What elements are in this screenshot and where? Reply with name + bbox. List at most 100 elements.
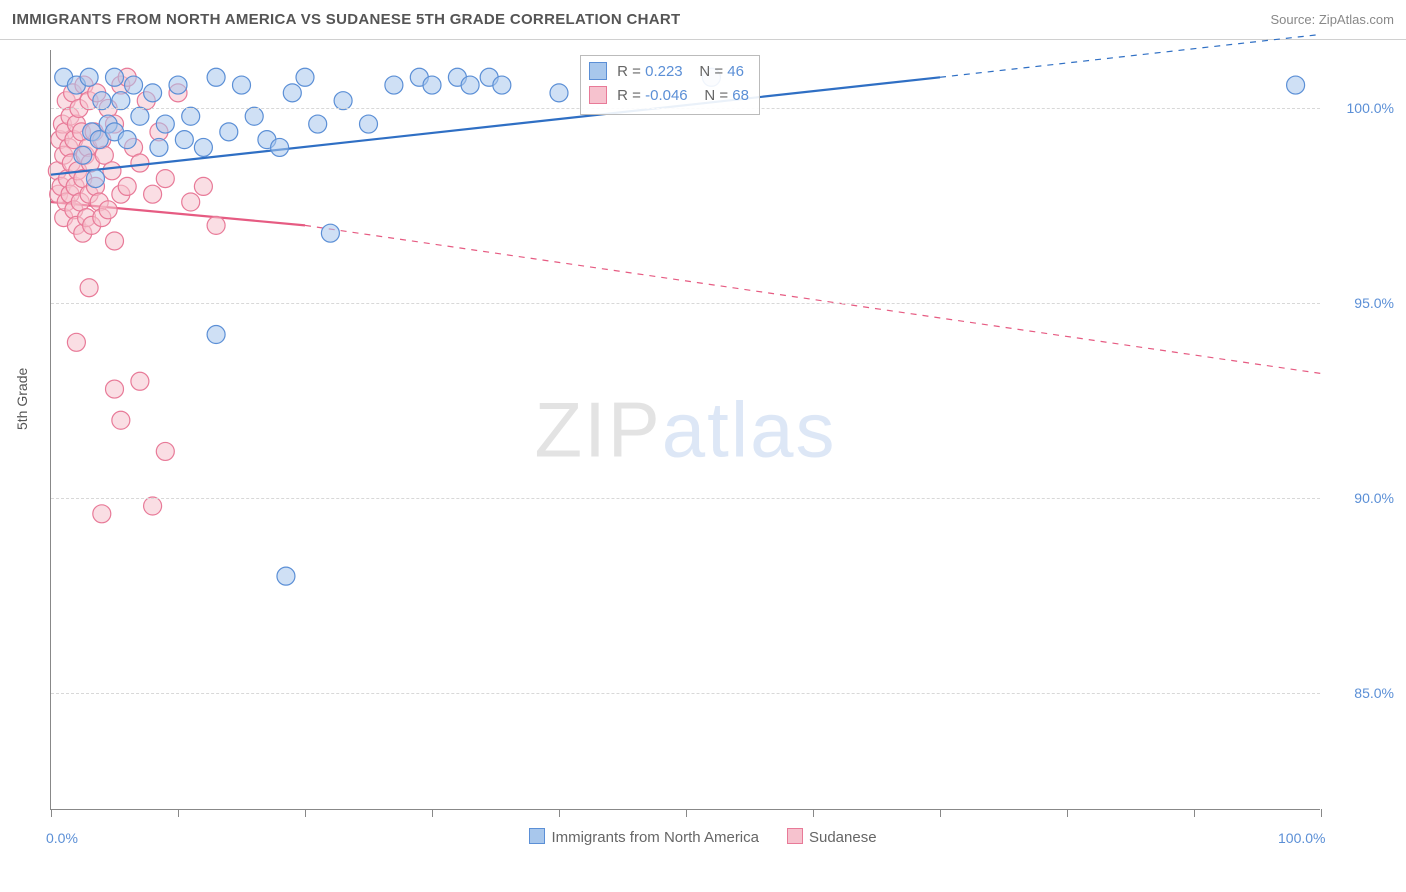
pink-data-point (106, 232, 124, 250)
stats-row-blue: R = 0.223 N = 46 (589, 60, 749, 84)
r-label: R = (617, 63, 645, 80)
r-label: R = (617, 87, 645, 104)
pink-data-point (103, 162, 121, 180)
blue-data-point (271, 138, 289, 156)
x-tick (1194, 809, 1195, 817)
blue-data-point (144, 84, 162, 102)
x-tick (305, 809, 306, 817)
blue-data-point (1287, 76, 1305, 94)
blue-data-point (86, 170, 104, 188)
blue-data-point (461, 76, 479, 94)
y-tick-label: 95.0% (1354, 295, 1394, 311)
blue-data-point (283, 84, 301, 102)
pink-data-point (144, 185, 162, 203)
x-tick-label: 0.0% (46, 830, 78, 846)
stats-row-pink: R = -0.046 N = 68 (589, 84, 749, 108)
pink-data-point (194, 177, 212, 195)
x-tick (178, 809, 179, 817)
blue-swatch-icon (529, 828, 545, 844)
blue-data-point (321, 224, 339, 242)
x-tick (813, 809, 814, 817)
y-axis-label: 5th Grade (14, 368, 30, 430)
blue-data-point (296, 68, 314, 86)
blue-data-point (125, 76, 143, 94)
blue-data-point (385, 76, 403, 94)
pink-swatch-icon (589, 86, 607, 104)
r-value-blue: 0.223 (645, 63, 683, 80)
blue-data-point (156, 115, 174, 133)
pink-data-point (182, 193, 200, 211)
legend-item-blue: Immigrants from North America (529, 828, 759, 846)
blue-data-point (277, 567, 295, 585)
pink-data-point (118, 177, 136, 195)
blue-data-point (175, 131, 193, 149)
source-link[interactable]: ZipAtlas.com (1319, 12, 1394, 27)
blue-data-point (106, 68, 124, 86)
blue-data-point (207, 326, 225, 344)
blue-data-point (74, 146, 92, 164)
pink-data-point (144, 497, 162, 515)
x-tick (686, 809, 687, 817)
pink-data-point (112, 411, 130, 429)
gridline (51, 498, 1320, 499)
n-label: N = (704, 87, 732, 104)
pink-data-point (67, 333, 85, 351)
r-value-pink: -0.046 (645, 87, 688, 104)
x-tick (1067, 809, 1068, 817)
chart-title: IMMIGRANTS FROM NORTH AMERICA VS SUDANES… (12, 11, 680, 28)
pink-data-point (93, 505, 111, 523)
legend-label-blue: Immigrants from North America (551, 829, 759, 846)
source-label: Source: (1270, 12, 1318, 27)
blue-trend-extrapolation (940, 34, 1321, 77)
blue-data-point (423, 76, 441, 94)
blue-data-point (131, 107, 149, 125)
chart-header: IMMIGRANTS FROM NORTH AMERICA VS SUDANES… (0, 0, 1406, 40)
pink-data-point (207, 216, 225, 234)
blue-data-point (245, 107, 263, 125)
gridline (51, 303, 1320, 304)
pink-data-point (106, 380, 124, 398)
x-tick (1321, 809, 1322, 817)
y-tick-label: 90.0% (1354, 490, 1394, 506)
x-tick (559, 809, 560, 817)
n-value-pink: 68 (732, 87, 749, 104)
blue-swatch-icon (589, 62, 607, 80)
blue-data-point (309, 115, 327, 133)
correlation-stats-box: R = 0.223 N = 46 R = -0.046 N = 68 (580, 55, 760, 115)
blue-data-point (118, 131, 136, 149)
pink-data-point (80, 279, 98, 297)
pink-data-point (131, 154, 149, 172)
blue-data-point (233, 76, 251, 94)
y-tick-label: 100.0% (1347, 100, 1394, 116)
blue-data-point (550, 84, 568, 102)
pink-data-point (156, 170, 174, 188)
legend-label-pink: Sudanese (809, 829, 877, 846)
blue-data-point (207, 68, 225, 86)
n-label: N = (699, 63, 727, 80)
x-tick-label: 100.0% (1278, 830, 1325, 846)
source-attribution: Source: ZipAtlas.com (1270, 12, 1394, 27)
pink-data-point (99, 201, 117, 219)
blue-data-point (360, 115, 378, 133)
blue-data-point (169, 76, 187, 94)
x-tick (940, 809, 941, 817)
bottom-legend: Immigrants from North America Sudanese (0, 828, 1406, 846)
blue-data-point (93, 92, 111, 110)
plot-area: ZIPatlas (50, 50, 1320, 810)
gridline (51, 693, 1320, 694)
n-value-blue: 46 (727, 63, 744, 80)
blue-data-point (220, 123, 238, 141)
blue-data-point (334, 92, 352, 110)
pink-data-point (131, 372, 149, 390)
blue-data-point (112, 92, 130, 110)
blue-data-point (150, 138, 168, 156)
x-tick (432, 809, 433, 817)
x-tick (51, 809, 52, 817)
blue-data-point (493, 76, 511, 94)
pink-trend-extrapolation (305, 225, 1321, 373)
blue-data-point (80, 68, 98, 86)
legend-item-pink: Sudanese (787, 828, 877, 846)
blue-data-point (194, 138, 212, 156)
pink-data-point (156, 442, 174, 460)
pink-swatch-icon (787, 828, 803, 844)
